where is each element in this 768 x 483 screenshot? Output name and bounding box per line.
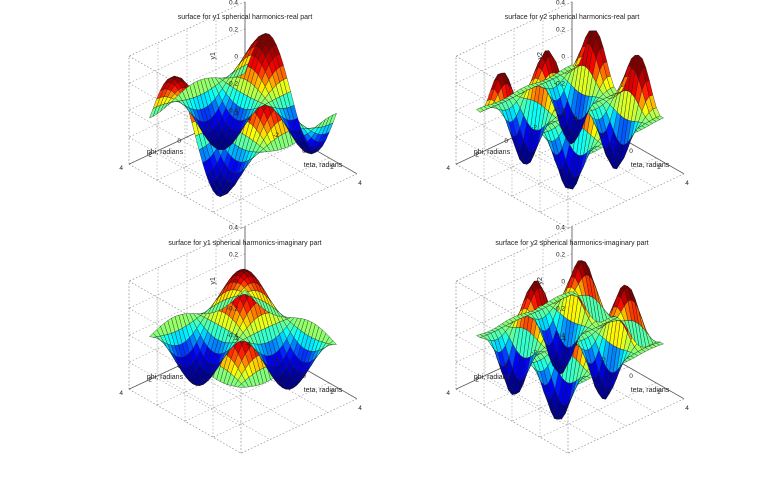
z-tick-label: -0.4	[227, 107, 239, 114]
surface-patch	[620, 289, 629, 306]
z-axis-label: y1	[210, 52, 217, 60]
chart-title: surface for y2 spherical harmonics-real …	[505, 14, 640, 21]
z-tick-label: 0	[234, 278, 238, 285]
z-tick-label: -0.2	[554, 80, 566, 87]
surface-patch	[567, 64, 576, 70]
y-tick-label: 0	[504, 138, 508, 145]
y-tick-label: 2	[475, 377, 479, 384]
surface-patch	[251, 39, 259, 48]
y-tick-label: 4	[119, 165, 123, 172]
y-tick-label: 2	[148, 152, 152, 159]
chart-title: surface for y1 spherical harmonics-real …	[178, 14, 313, 21]
z-tick-label: 0	[234, 53, 238, 60]
x-tick-label: -2	[600, 357, 606, 364]
z-tick-label: -0.2	[227, 80, 239, 87]
y-tick-label: 2	[148, 377, 152, 384]
surface-plot-1: -0.4 -0.2 0 0.2 0.4 -4 -2 0 2 4 -4 -2 0 2 4 y1 phi, radi…	[119, 0, 362, 229]
y-tick-label: 0	[504, 363, 508, 370]
x-tick-label: 0	[302, 148, 306, 155]
surface-mesh	[476, 30, 664, 190]
surface-patch	[497, 73, 506, 88]
surface-plot-4: -0.4 -0.2 0 0.2 0.4 -4 -2 0 2 4 -4 -2 0 2 4 y2 phi, radi…	[446, 224, 689, 454]
surface-patch	[627, 58, 636, 67]
y-axis-label: phi, radians	[147, 374, 184, 381]
x-tick-label: 4	[685, 180, 689, 187]
z-tick-label: -0.4	[227, 332, 239, 339]
y-tick-label: -4	[560, 111, 566, 118]
surface-patch	[329, 113, 337, 125]
y-tick-label: -2	[531, 349, 537, 356]
x-tick-label: 2	[657, 164, 661, 171]
y-tick-label: -2	[204, 124, 210, 131]
x-tick-label: -2	[273, 357, 279, 364]
x-tick-label: -4	[572, 341, 578, 348]
y-tick-label: 4	[446, 165, 450, 172]
surface-mesh	[149, 33, 337, 197]
z-tick-label: 0.2	[556, 251, 565, 258]
z-tick-label: 0.2	[229, 26, 238, 33]
y-tick-label: 2	[475, 152, 479, 159]
y-axis-label: phi, radians	[474, 374, 511, 381]
x-tick-label: -4	[245, 341, 251, 348]
z-tick-label: 0.4	[229, 224, 238, 231]
z-axis-label: y2	[537, 52, 544, 60]
chart-title: surface for y1 spherical harmonics-imagi…	[168, 240, 321, 247]
x-tick-label: 2	[330, 389, 334, 396]
x-tick-label: 2	[657, 389, 661, 396]
z-tick-label: 0.2	[229, 251, 238, 258]
z-tick-label: 0	[561, 278, 565, 285]
chart-title: surface for y2 spherical harmonics-imagi…	[495, 240, 648, 247]
z-tick-label: -0.2	[554, 305, 566, 312]
surface-plot-3: -0.4 -0.2 0 0.2 0.4 -4 -2 0 2 4 -4 -2 0 2 4 y1 phi, radi…	[119, 224, 362, 454]
x-tick-label: 4	[685, 405, 689, 412]
y-tick-label: 4	[446, 390, 450, 397]
x-axis-label: teta, radians	[304, 162, 343, 169]
y-tick-label: 4	[119, 390, 123, 397]
x-tick-label: -4	[245, 116, 251, 123]
z-tick-label: 0.4	[556, 0, 565, 6]
x-axis-label: teta, radians	[631, 162, 670, 169]
y-tick-label: -2	[531, 124, 537, 131]
z-tick-label: 0	[561, 53, 565, 60]
y-tick-label: 0	[177, 138, 181, 145]
y-tick-label: 0	[177, 363, 181, 370]
x-tick-label: 0	[629, 373, 633, 380]
x-tick-label: 4	[358, 405, 362, 412]
z-tick-label: -0.4	[554, 107, 566, 114]
x-tick-label: 4	[358, 180, 362, 187]
y-axis-label: phi, radians	[147, 149, 184, 156]
y-tick-label: -4	[233, 336, 239, 343]
x-tick-label: 2	[330, 164, 334, 171]
y-tick-label: -4	[233, 111, 239, 118]
x-tick-label: 0	[302, 373, 306, 380]
surface-patch	[567, 291, 576, 295]
x-axis-label: teta, radians	[631, 387, 670, 394]
x-tick-label: 0	[629, 148, 633, 155]
surface-plot-2: -0.4 -0.2 0 0.2 0.4 -4 -2 0 2 4 -4 -2 0 2 4 y2 phi, radi…	[446, 0, 689, 229]
surface-patch	[585, 30, 593, 38]
surface-mesh	[149, 268, 337, 390]
z-tick-label: -0.2	[227, 305, 239, 312]
z-tick-label: 0.4	[556, 224, 565, 231]
z-tick-label: 0.2	[556, 26, 565, 33]
x-tick-label: -2	[600, 132, 606, 139]
y-tick-label: -2	[204, 349, 210, 356]
y-tick-label: -4	[560, 336, 566, 343]
surface-patch	[240, 289, 249, 295]
y-axis-label: phi, radians	[474, 149, 511, 156]
z-tick-label: -0.4	[554, 332, 566, 339]
x-axis-label: teta, radians	[304, 387, 343, 394]
z-axis-label: y2	[537, 277, 544, 285]
z-tick-label: 0.4	[229, 0, 238, 6]
surface-mesh	[476, 260, 664, 420]
z-axis-label: y1	[210, 277, 217, 285]
x-tick-label: -2	[273, 132, 279, 139]
x-tick-label: -4	[572, 116, 578, 123]
